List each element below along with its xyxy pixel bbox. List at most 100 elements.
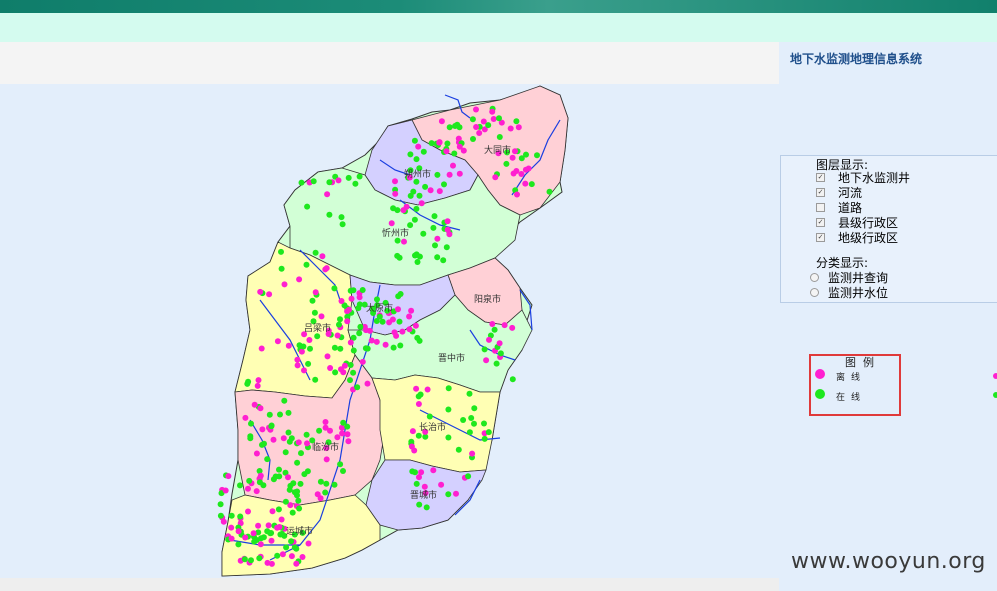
- well-marker-offline[interactable]: [416, 474, 422, 481]
- well-marker-online[interactable]: [373, 318, 380, 324]
- well-marker-offline[interactable]: [356, 294, 363, 301]
- well-marker-online[interactable]: [362, 345, 369, 352]
- well-marker-offline[interactable]: [382, 341, 389, 348]
- well-marker-online[interactable]: [344, 423, 351, 430]
- well-marker-online[interactable]: [376, 313, 383, 320]
- well-marker-offline[interactable]: [513, 168, 520, 174]
- well-marker-online[interactable]: [359, 287, 366, 293]
- well-marker-online[interactable]: [518, 155, 525, 162]
- well-marker-offline[interactable]: [492, 174, 499, 181]
- well-marker-offline[interactable]: [255, 377, 262, 384]
- well-marker-online[interactable]: [332, 369, 339, 376]
- well-marker-offline[interactable]: [322, 424, 329, 431]
- well-marker-online[interactable]: [340, 419, 347, 426]
- well-marker-online[interactable]: [411, 216, 418, 223]
- layer-toggle-rivers[interactable]: ✓ 河流: [816, 186, 863, 200]
- well-marker-offline[interactable]: [281, 281, 288, 288]
- well-marker-offline[interactable]: [509, 154, 516, 161]
- well-marker-offline[interactable]: [296, 276, 303, 283]
- well-marker-online[interactable]: [374, 296, 380, 303]
- well-marker-online[interactable]: [331, 285, 338, 292]
- well-marker-online[interactable]: [496, 115, 502, 122]
- well-marker-online[interactable]: [347, 377, 353, 384]
- well-marker-online[interactable]: [291, 531, 298, 538]
- well-marker-online[interactable]: [272, 473, 279, 480]
- well-marker-online[interactable]: [356, 301, 363, 308]
- well-marker-offline[interactable]: [305, 540, 312, 547]
- well-marker-offline[interactable]: [489, 321, 496, 327]
- well-marker-online[interactable]: [496, 134, 503, 140]
- well-marker-online[interactable]: [310, 178, 317, 185]
- well-marker-online[interactable]: [331, 344, 338, 351]
- well-marker-offline[interactable]: [469, 450, 476, 457]
- well-marker-online[interactable]: [344, 313, 351, 320]
- well-marker-offline[interactable]: [486, 336, 492, 343]
- well-marker-offline[interactable]: [406, 313, 413, 320]
- well-marker-offline[interactable]: [512, 148, 518, 155]
- well-marker-online[interactable]: [415, 432, 422, 439]
- checkbox-icon[interactable]: ✓: [816, 188, 825, 197]
- well-marker-offline[interactable]: [225, 473, 232, 480]
- well-marker-online[interactable]: [497, 350, 504, 357]
- well-marker-online[interactable]: [428, 140, 435, 147]
- well-marker-online[interactable]: [407, 167, 414, 174]
- well-marker-online[interactable]: [445, 406, 452, 413]
- well-marker-online[interactable]: [299, 529, 306, 536]
- well-marker-online[interactable]: [407, 192, 414, 199]
- well-marker-online[interactable]: [444, 140, 451, 147]
- well-marker-online[interactable]: [276, 466, 282, 473]
- checkbox-icon[interactable]: [816, 203, 825, 212]
- well-marker-online[interactable]: [298, 179, 305, 186]
- well-marker-offline[interactable]: [456, 170, 463, 177]
- well-marker-online[interactable]: [278, 248, 284, 255]
- well-marker-online[interactable]: [390, 344, 397, 351]
- well-marker-offline[interactable]: [285, 342, 292, 349]
- well-marker-online[interactable]: [445, 385, 452, 392]
- well-marker-online[interactable]: [471, 420, 477, 427]
- well-marker-online[interactable]: [465, 473, 472, 480]
- well-marker-offline[interactable]: [304, 440, 310, 447]
- well-marker-offline[interactable]: [395, 306, 401, 313]
- well-marker-online[interactable]: [341, 302, 348, 309]
- well-marker-offline[interactable]: [498, 119, 505, 126]
- well-marker-offline[interactable]: [456, 143, 463, 150]
- well-marker-offline[interactable]: [288, 553, 295, 560]
- well-marker-online[interactable]: [356, 173, 363, 180]
- well-marker-online[interactable]: [350, 347, 357, 354]
- well-marker-online[interactable]: [294, 459, 301, 466]
- well-marker-online[interactable]: [217, 501, 224, 508]
- well-marker-offline[interactable]: [453, 490, 459, 497]
- well-marker-online[interactable]: [279, 530, 285, 537]
- well-marker-offline[interactable]: [242, 414, 249, 421]
- well-marker-online[interactable]: [255, 529, 262, 536]
- well-marker-offline[interactable]: [412, 322, 419, 329]
- well-marker-offline[interactable]: [393, 332, 400, 339]
- layer-toggle-county[interactable]: ✓ 县级行政区: [816, 216, 899, 230]
- well-marker-offline[interactable]: [422, 428, 429, 435]
- well-marker-offline[interactable]: [274, 524, 281, 531]
- well-marker-offline[interactable]: [285, 474, 291, 481]
- well-marker-offline[interactable]: [364, 380, 371, 387]
- well-marker-online[interactable]: [316, 427, 323, 434]
- well-marker-online[interactable]: [523, 151, 529, 158]
- well-marker-offline[interactable]: [473, 124, 480, 130]
- well-marker-online[interactable]: [434, 171, 441, 178]
- well-marker-online[interactable]: [275, 506, 282, 513]
- well-marker-offline[interactable]: [245, 508, 251, 515]
- well-marker-online[interactable]: [534, 152, 540, 159]
- well-marker-online[interactable]: [420, 230, 427, 237]
- well-marker-online[interactable]: [337, 461, 344, 468]
- well-marker-online[interactable]: [337, 316, 343, 323]
- well-marker-offline[interactable]: [495, 150, 502, 157]
- well-marker-online[interactable]: [370, 305, 376, 312]
- well-marker-offline[interactable]: [293, 560, 300, 567]
- checkbox-icon[interactable]: ✓: [816, 218, 825, 227]
- well-marker-online[interactable]: [509, 376, 516, 383]
- well-marker-online[interactable]: [356, 330, 363, 337]
- well-marker-online[interactable]: [248, 420, 254, 427]
- well-marker-offline[interactable]: [306, 337, 313, 343]
- well-marker-online[interactable]: [310, 318, 317, 325]
- well-marker-online[interactable]: [298, 450, 304, 457]
- well-marker-online[interactable]: [350, 369, 357, 376]
- well-marker-online[interactable]: [256, 479, 263, 486]
